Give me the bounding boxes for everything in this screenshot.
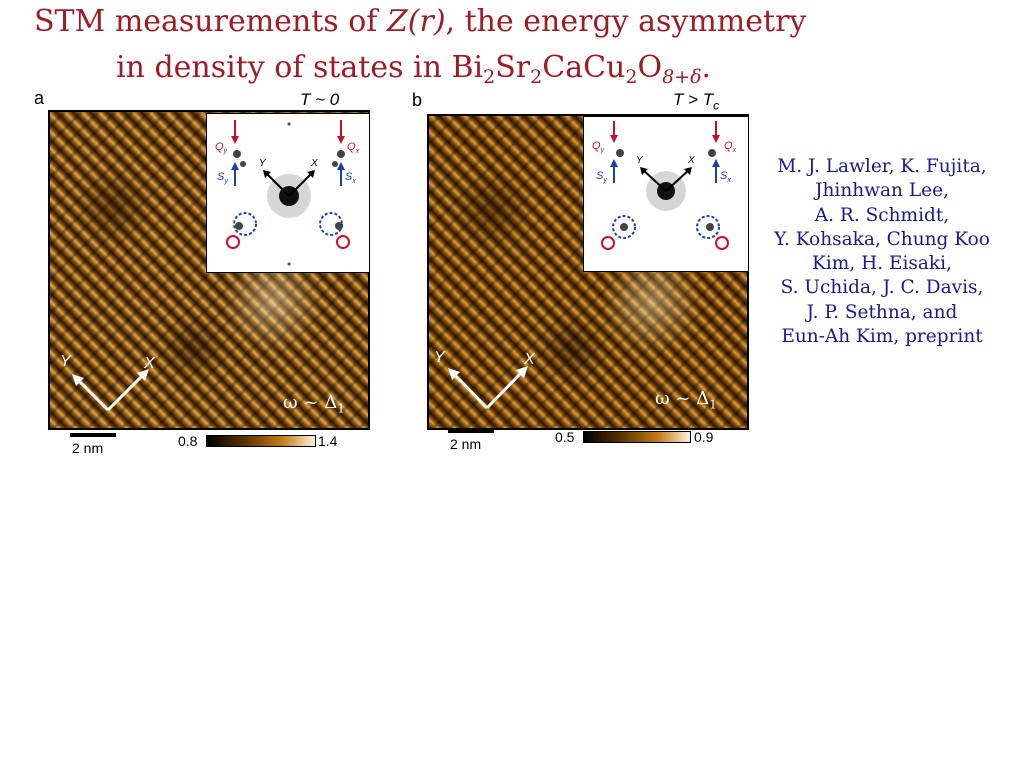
lattice-axes-b: Y X xyxy=(434,349,536,410)
svg-text:Qx: Qx xyxy=(724,140,737,154)
scale-label-b: 2 nm xyxy=(450,436,482,452)
svg-text:Qy: Qy xyxy=(215,141,228,155)
panel-a-energy-label: ω ~ Δ1 xyxy=(283,392,345,416)
svg-text:Y: Y xyxy=(60,353,72,370)
scale-label-a: 2 nm xyxy=(72,440,104,456)
colorbar-a-min: 0.8 xyxy=(178,433,198,449)
svg-text:X: X xyxy=(143,355,156,372)
scale-bar-b xyxy=(448,429,494,433)
svg-text:Sy: Sy xyxy=(596,170,607,184)
author-line: Eun-Ah Kim, preprint xyxy=(781,326,983,348)
author-line: M. J. Lawler, K. Fujita, xyxy=(777,156,987,177)
author-line: Kim, H. Eisaki, xyxy=(812,253,952,275)
slide-title-line2: in density of states in Bi2Sr2CaCu2O8+δ. xyxy=(116,50,712,88)
colorbar-a xyxy=(206,435,316,447)
author-line: A. R. Schmidt, xyxy=(814,204,950,226)
fourier-inset-b-graphic: Qy Qx Sy Sx Y X xyxy=(584,117,748,271)
author-list: M. J. Lawler, K. Fujita, Jhinhwan Lee, A… xyxy=(750,155,1014,349)
svg-text:Sy: Sy xyxy=(217,171,228,185)
panel-b-letter: b xyxy=(412,90,423,110)
fourier-inset-a: Qy Qx Sy Sx Y X xyxy=(206,113,370,273)
svg-text:Qy: Qy xyxy=(592,140,605,154)
svg-text:Y: Y xyxy=(636,155,644,166)
svg-text:Y: Y xyxy=(434,349,446,366)
svg-text:X: X xyxy=(687,155,695,166)
colorbar-b xyxy=(583,431,691,443)
panel-a-temperature: T ~ 0 xyxy=(300,90,340,109)
svg-text:X: X xyxy=(523,351,536,368)
slide-title-line1: STM measurements of Z(r), the energy asy… xyxy=(34,4,807,39)
author-line: Jhinhwan Lee, xyxy=(815,180,949,202)
svg-text:Y: Y xyxy=(259,158,267,169)
svg-text:Sx: Sx xyxy=(720,170,731,184)
panel-a-letter: a xyxy=(34,88,45,108)
fourier-inset-b: Qy Qx Sy Sx Y X xyxy=(583,116,749,272)
author-line: Y. Kohsaka, Chung Koo xyxy=(774,228,990,250)
svg-text:Sx: Sx xyxy=(345,171,356,185)
colorbar-b-max: 0.9 xyxy=(694,429,714,445)
scale-bar-a xyxy=(70,433,116,437)
author-line: S. Uchida, J. C. Davis, xyxy=(780,277,984,299)
panel-b-temperature: T > Tc xyxy=(673,90,720,113)
colorbar-a-max: 1.4 xyxy=(318,433,338,449)
colorbar-b-min: 0.5 xyxy=(555,429,575,445)
fourier-inset-a-graphic: Qy Qx Sy Sx Y X xyxy=(207,114,369,272)
svg-text:X: X xyxy=(310,158,318,169)
lattice-axes-a: Y X xyxy=(60,353,156,412)
author-line: J. P. Sethna, and xyxy=(806,301,958,323)
svg-text:Qx: Qx xyxy=(347,141,360,155)
panel-b-energy-label: ω ~ Δ1 xyxy=(655,388,717,412)
